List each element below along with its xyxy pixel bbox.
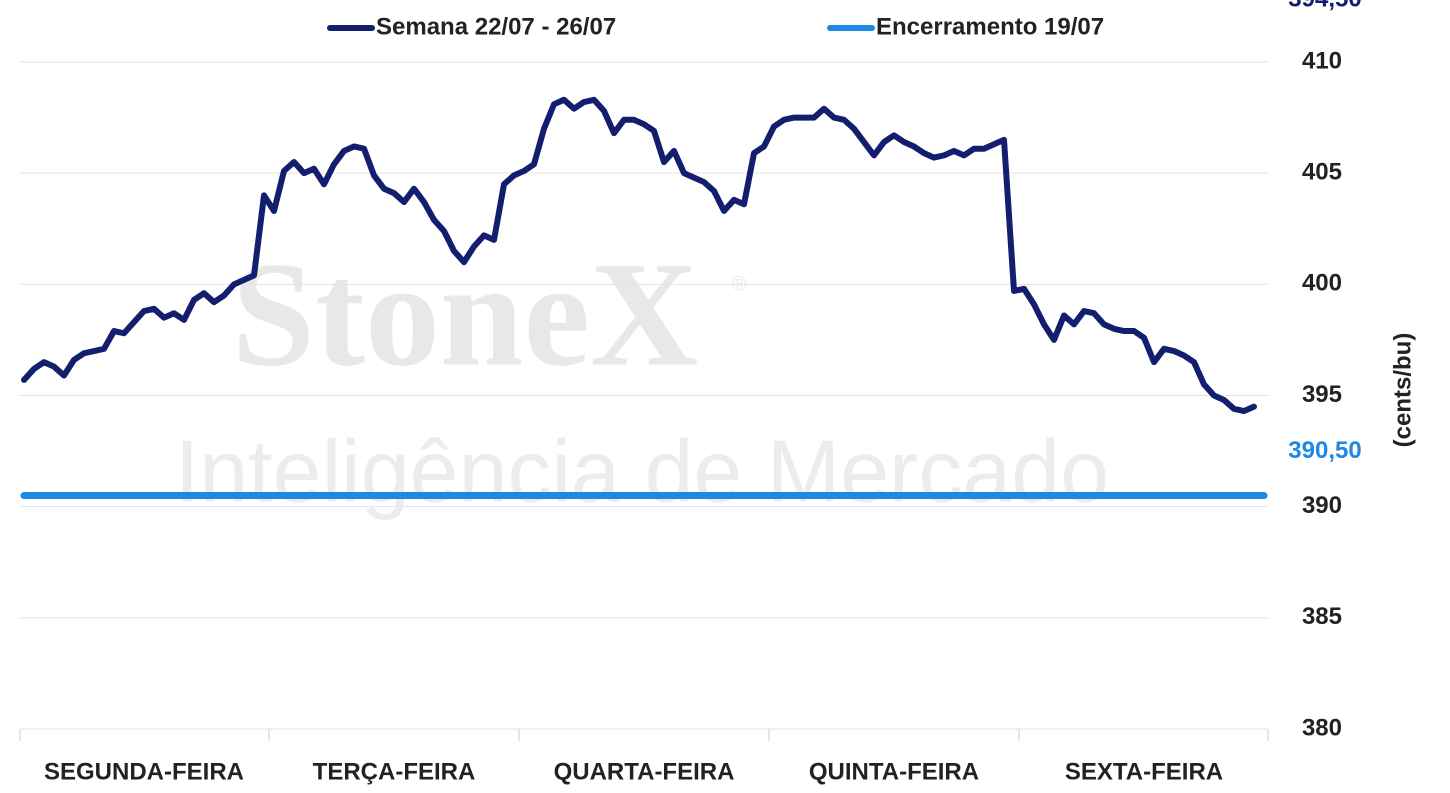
x-tick-label: QUINTA-FEIRA: [809, 758, 979, 785]
x-tick-label: TERÇA-FEIRA: [313, 758, 476, 785]
series-line: [21, 96, 1257, 415]
y-tick-label: 405: [1302, 159, 1342, 186]
y-axis-label: (cents/bu): [1389, 333, 1416, 448]
legend-label: Semana 22/07 - 26/07: [376, 13, 616, 40]
watermark: StoneX ® Inteligência de Mercado: [175, 231, 1109, 520]
value-label: 390,50: [1288, 437, 1361, 464]
y-tick-label: 395: [1302, 381, 1342, 408]
y-tick-label: 385: [1302, 603, 1342, 630]
x-tick-label: SEXTA-FEIRA: [1065, 758, 1223, 785]
x-tick-label: SEGUNDA-FEIRA: [44, 758, 244, 785]
y-tick-label: 410: [1302, 47, 1342, 74]
y-tick-label: 400: [1302, 270, 1342, 297]
watermark-tagline: Inteligência de Mercado: [175, 421, 1109, 520]
day-separators: [19, 728, 1269, 741]
legend-label: Encerramento 19/07: [876, 13, 1104, 40]
y-tick-label: 380: [1302, 714, 1342, 741]
value-label: 394,50: [1288, 0, 1361, 12]
x-tick-label: QUARTA-FEIRA: [554, 758, 735, 785]
y-tick-label: 390: [1302, 492, 1342, 519]
